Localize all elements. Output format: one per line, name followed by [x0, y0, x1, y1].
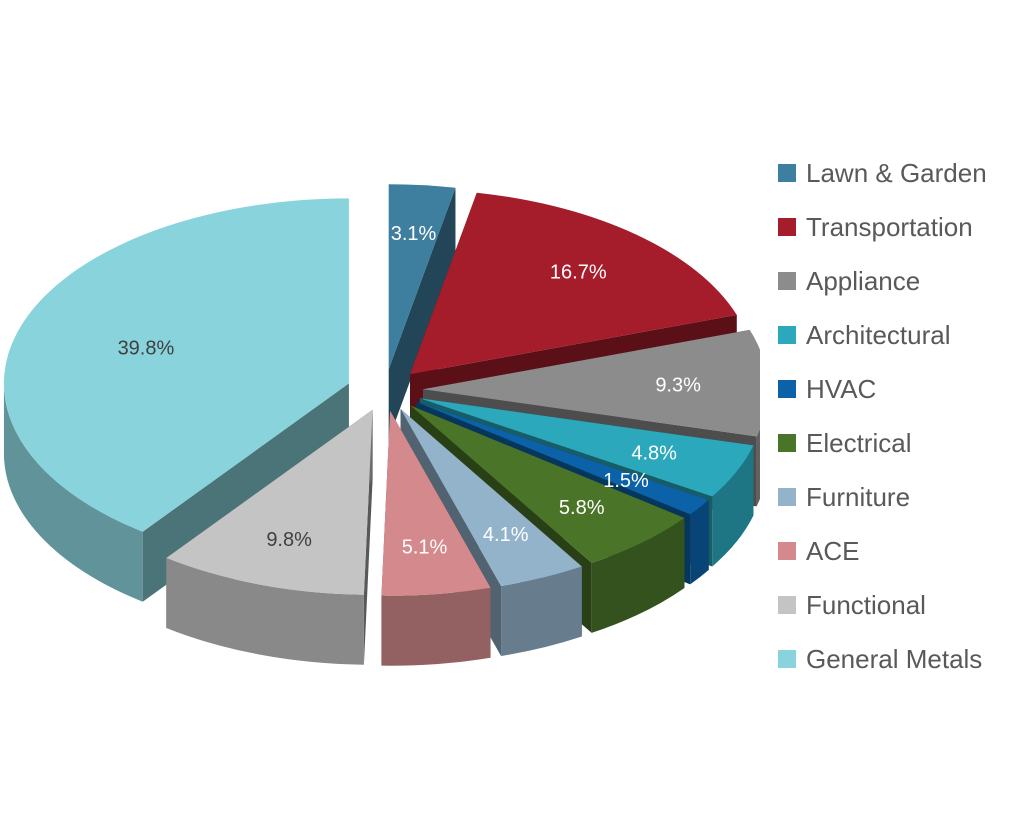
- legend-item-electrical: Electrical: [778, 416, 987, 470]
- slice-general-metals-edge: [3, 383, 143, 602]
- legend-swatch-hvac: [778, 380, 796, 398]
- slice-architectural-edge: [712, 445, 754, 567]
- legend-label-furniture: Furniture: [806, 481, 911, 512]
- legend-label-functional: Functional: [806, 589, 926, 620]
- legend-label-architectural: Architectural: [806, 319, 951, 350]
- slice-ace-edge: [381, 587, 491, 666]
- slice-label-lawn-and-garden: 3.1%: [391, 223, 437, 245]
- pie-tops: [3, 184, 760, 596]
- legend-label-lawn-and-garden: Lawn & Garden: [806, 157, 987, 188]
- slice-appliance-edge: [756, 428, 760, 507]
- slice-hvac-edge: [690, 500, 709, 585]
- legend-label-appliance: Appliance: [806, 265, 921, 296]
- slice-functional-edge: [166, 558, 364, 665]
- slice-ace: [381, 410, 491, 596]
- slice-label-hvac: 1.5%: [603, 470, 649, 492]
- slice-electrical-edge: [591, 517, 685, 633]
- legend-swatch-architectural: [778, 326, 796, 344]
- legend-swatch-appliance: [778, 272, 796, 290]
- legend-swatch-ace: [778, 542, 796, 560]
- slice-label-architectural: 4.8%: [631, 443, 677, 465]
- slice-label-electrical: 5.8%: [559, 497, 605, 519]
- slice-furniture: [400, 409, 582, 587]
- slice-electrical: [410, 405, 685, 563]
- legend-swatch-lawn-and-garden: [778, 164, 796, 182]
- legend-label-transportation: Transportation: [806, 211, 973, 242]
- legend-item-transportation: Transportation: [778, 200, 987, 254]
- slice-label-furniture: 4.1%: [483, 524, 529, 546]
- legend-swatch-electrical: [778, 434, 796, 452]
- legend-item-lawn-and-garden: Lawn & Garden: [778, 146, 987, 200]
- legend-item-furniture: Furniture: [778, 470, 987, 524]
- legend-item-functional: Functional: [778, 578, 987, 632]
- slice-label-ace: 5.1%: [402, 536, 448, 558]
- legend-item-appliance: Appliance: [778, 254, 987, 308]
- legend-item-architectural: Architectural: [778, 308, 987, 362]
- pie-labels: 3.1% 16.7% 9.3% 4.8% 1.5% 5.8% 4.1% 5.1% 9.8% 39.…: [118, 223, 702, 558]
- slice-lawn-and-garden-wall-end: [388, 187, 456, 440]
- slice-transportation: [410, 192, 737, 375]
- slice-furniture-edge: [501, 566, 582, 657]
- legend-item-hvac: HVAC: [778, 362, 987, 416]
- legend-label-electrical: Electrical: [806, 427, 912, 458]
- legend-swatch-general-metals: [778, 650, 796, 668]
- slice-label-general-metals: 39.8%: [118, 337, 175, 359]
- slice-general-metals: [3, 198, 349, 532]
- legend: Lawn & Garden Transportation Appliance Arch…: [778, 146, 987, 686]
- slice-label-transportation: 16.7%: [550, 261, 607, 283]
- slice-hvac: [416, 401, 709, 515]
- slice-architectural: [419, 398, 754, 497]
- slice-label-functional: 9.8%: [266, 529, 312, 551]
- legend-label-ace: ACE: [806, 535, 860, 566]
- legend-item-general-metals: General Metals: [778, 632, 987, 686]
- legend-swatch-transportation: [778, 218, 796, 236]
- slice-appliance: [422, 329, 760, 437]
- legend-item-ace: ACE: [778, 524, 987, 578]
- slice-label-appliance: 9.3%: [655, 375, 701, 397]
- slice-functional: [166, 409, 373, 595]
- legend-swatch-furniture: [778, 488, 796, 506]
- legend-label-general-metals: General Metals: [806, 643, 983, 674]
- slice-lawn-and-garden: [388, 184, 456, 370]
- legend-label-hvac: HVAC: [806, 373, 877, 404]
- pie-chart: 3.1% 16.7% 9.3% 4.8% 1.5% 5.8% 4.1% 5.1% 9.8% 39.…: [3, 184, 760, 666]
- legend-swatch-functional: [778, 596, 796, 614]
